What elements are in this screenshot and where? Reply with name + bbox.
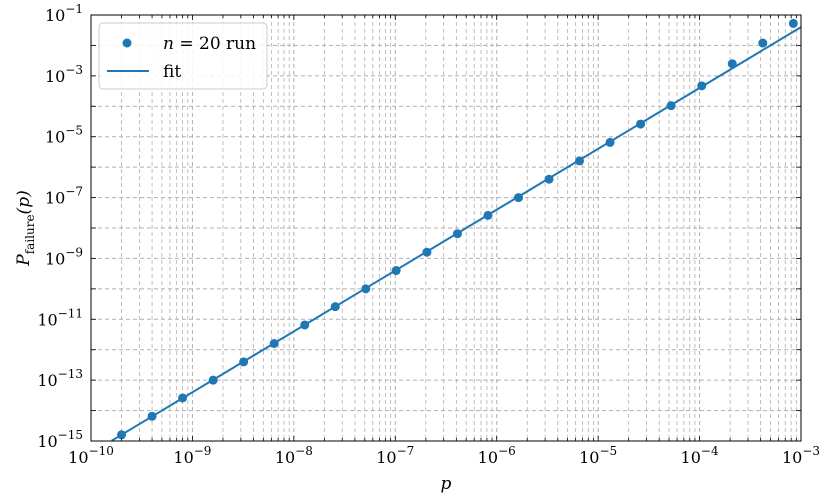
legend-label-run-eq: = 20 run: [174, 34, 256, 54]
data-point: [575, 156, 585, 166]
data-point: [239, 357, 249, 367]
data-point: [391, 266, 401, 276]
scatter-series: [117, 18, 798, 440]
x-tick-label: 10−9: [173, 444, 211, 467]
y-tick-label: 10−9: [45, 245, 83, 268]
data-point: [605, 137, 615, 147]
x-tick-label: 10−8: [275, 444, 313, 467]
legend-label-run-var: n: [163, 34, 174, 54]
legend-label-fit: fit: [163, 62, 181, 82]
x-tick-label: 10−5: [579, 444, 617, 467]
x-axis-label: p: [441, 474, 452, 494]
data-point: [758, 38, 768, 48]
data-point: [452, 229, 462, 239]
x-tick-label: 10−4: [681, 444, 719, 467]
y-tick-label: 10−7: [45, 185, 83, 208]
data-point: [666, 101, 676, 111]
x-tick-label: 10−3: [782, 444, 820, 467]
data-point: [178, 393, 188, 403]
axis-ticks: 10−10 10−9 10−8 10−7 10−6 10−5 10−4 10−3 10−15 10…: [37, 2, 820, 467]
y-tick-label: 10−11: [37, 306, 83, 329]
x-tick-label: 10−6: [478, 444, 516, 467]
y-axis-label-sub: failure: [23, 214, 37, 254]
grid-lines: [90, 14, 802, 442]
y-tick-label: 10−13: [37, 367, 83, 390]
data-point: [361, 284, 371, 294]
data-point: [514, 193, 524, 203]
data-point: [422, 247, 432, 257]
y-axis-label: Pfailure(p): [14, 190, 37, 266]
data-point: [697, 81, 707, 91]
legend: n = 20 run fit: [98, 22, 268, 90]
data-point: [147, 411, 157, 421]
data-point: [300, 320, 310, 330]
data-point: [544, 174, 554, 184]
data-point: [727, 59, 737, 69]
y-tick-label: 10−5: [45, 124, 83, 147]
x-tick-label: 10−10: [68, 444, 114, 467]
y-axis-label-main: P: [14, 254, 34, 267]
data-point: [117, 430, 127, 440]
data-point: [788, 18, 798, 28]
legend-marker-run: [122, 38, 132, 48]
data-point: [208, 375, 218, 385]
data-point: [330, 302, 340, 312]
y-tick-label: 10−1: [45, 2, 83, 25]
x-tick-label: 10−7: [376, 444, 414, 467]
legend-box: [98, 22, 268, 90]
data-point: [636, 119, 646, 129]
data-point: [269, 339, 279, 349]
y-tick-label: 10−15: [37, 428, 83, 451]
y-tick-label: 10−3: [45, 63, 83, 86]
data-point: [483, 210, 493, 220]
y-axis-label-tail: (p): [14, 190, 34, 214]
legend-label-run: n = 20 run: [163, 34, 256, 54]
